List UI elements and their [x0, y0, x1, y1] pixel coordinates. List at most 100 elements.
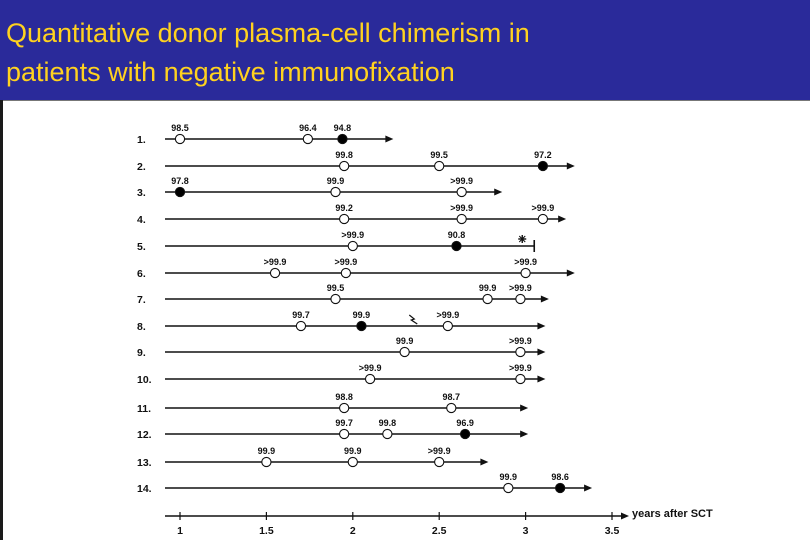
filled-data-point	[174, 186, 186, 198]
arrow-head-icon	[537, 375, 546, 383]
open-data-point	[347, 240, 358, 252]
patient-row: 5. >99.9 90.8	[137, 230, 536, 253]
patient-row: 9. 99.9 >99.9	[137, 336, 546, 359]
patient-row: 11. 98.8 98.7	[137, 392, 529, 415]
filled-data-point	[555, 482, 566, 494]
point-value-label: 99.9	[327, 176, 345, 186]
x-tick-label: 2	[350, 525, 356, 537]
patient-label: 12.	[137, 429, 152, 441]
arrow-head-icon	[494, 188, 503, 196]
open-data-point	[295, 320, 307, 332]
patient-row: 1. 98.5 96.4 94.8	[137, 123, 394, 146]
open-data-point	[339, 160, 350, 172]
slide-title-line-2: patients with negative immunofixation	[6, 57, 455, 87]
open-data-point	[340, 267, 352, 279]
point-value-label: 99.2	[335, 203, 353, 213]
title-banner: Quantitative donor plasma-cell chimerism…	[0, 0, 810, 100]
open-data-point	[261, 456, 272, 468]
point-value-label: 99.9	[500, 472, 518, 482]
point-value-label: 99.5	[327, 283, 345, 293]
open-data-point	[456, 213, 467, 225]
open-data-point	[339, 428, 350, 440]
patient-label: 5.	[137, 241, 146, 253]
point-value-label: >99.9	[509, 363, 532, 373]
arrow-head-icon	[520, 404, 529, 412]
patient-row: 14. 99.9 98.6	[137, 472, 593, 495]
x-tick-label: 1.5	[259, 525, 274, 537]
point-value-label: 99.5	[430, 150, 448, 160]
x-tick-label: 3.5	[605, 525, 620, 537]
open-data-point	[434, 160, 445, 172]
point-value-label: 96.9	[456, 418, 474, 428]
point-value-label: 99.9	[344, 446, 362, 456]
open-data-point	[515, 293, 526, 305]
patient-label: 7.	[137, 294, 146, 306]
open-data-point	[520, 267, 531, 279]
filled-data-point	[451, 240, 462, 252]
filled-data-point	[356, 320, 367, 332]
patient-label: 10.	[137, 374, 152, 386]
point-value-label: >99.9	[436, 310, 459, 320]
open-data-point	[330, 293, 341, 305]
point-value-label: >99.9	[359, 363, 382, 373]
open-data-point	[347, 456, 358, 468]
left-edge-bar	[0, 100, 3, 540]
open-data-point	[446, 402, 457, 414]
x-axis: 1 1.5 2 2.5 3 3.5 years after SCT	[165, 508, 713, 537]
open-data-point	[302, 133, 314, 145]
patient-row: 7. 99.5 99.9 >99.9	[137, 283, 549, 306]
x-axis-arrow-icon	[621, 512, 629, 520]
patient-label: 9.	[137, 347, 146, 359]
arrow-head-icon	[540, 295, 549, 303]
filled-data-point	[337, 133, 348, 145]
open-data-point	[339, 402, 350, 414]
open-data-point	[399, 346, 410, 358]
patient-row: 3. 97.8 99.9 >99.9	[137, 176, 503, 199]
patient-label: 4.	[137, 214, 146, 226]
point-value-label: 97.2	[534, 150, 552, 160]
point-value-label: >99.9	[450, 176, 473, 186]
patient-row: 8. 99.7 99.9 >99.9	[137, 310, 546, 333]
point-value-label: 90.8	[448, 230, 466, 240]
point-value-label: 96.4	[299, 123, 317, 133]
open-data-point	[174, 133, 186, 145]
open-data-point	[515, 346, 526, 358]
open-data-point	[537, 213, 549, 225]
x-tick-label: 1	[177, 525, 183, 537]
open-data-point	[515, 373, 526, 385]
patient-label: 3.	[137, 187, 146, 199]
arrow-head-icon	[584, 484, 593, 492]
point-value-label: 99.7	[335, 418, 353, 428]
open-data-point	[482, 293, 493, 305]
point-value-label: 99.9	[258, 446, 276, 456]
point-value-label: >99.9	[450, 203, 473, 213]
patient-row: 12. 99.7 99.8 96.9	[137, 418, 529, 441]
point-value-label: >99.9	[514, 257, 537, 267]
patient-row: 13. 99.9 99.9 >99.9	[137, 446, 489, 469]
point-value-label: 94.8	[334, 123, 352, 133]
open-data-point	[382, 428, 393, 440]
filled-data-point	[537, 160, 549, 172]
filled-data-point	[459, 428, 471, 440]
arrow-head-icon	[558, 215, 567, 223]
point-value-label: 99.8	[335, 150, 353, 160]
arrow-head-icon	[537, 348, 546, 356]
arrow-head-icon	[480, 458, 489, 466]
point-value-label: >99.9	[509, 283, 532, 293]
event-marker-icon	[408, 314, 418, 325]
open-data-point	[330, 186, 341, 198]
point-value-label: >99.9	[264, 257, 287, 267]
open-data-point	[339, 213, 350, 225]
patient-label: 6.	[137, 268, 146, 280]
point-value-label: 98.6	[551, 472, 569, 482]
point-value-label: 98.5	[171, 123, 189, 133]
point-value-label: 99.9	[396, 336, 414, 346]
arrow-head-icon	[520, 430, 529, 438]
patient-rows: 1. 98.5 96.4 94.8 2. 99.8 99.5 97.2 3. 97.8 99.9 >9…	[137, 123, 593, 495]
point-value-label: 99.8	[379, 418, 397, 428]
patient-row: 10. >99.9 >99.9	[137, 363, 546, 386]
point-value-label: >99.9	[531, 203, 554, 213]
patient-label: 8.	[137, 321, 146, 333]
patient-label: 14.	[137, 483, 152, 495]
open-data-point	[434, 456, 445, 468]
